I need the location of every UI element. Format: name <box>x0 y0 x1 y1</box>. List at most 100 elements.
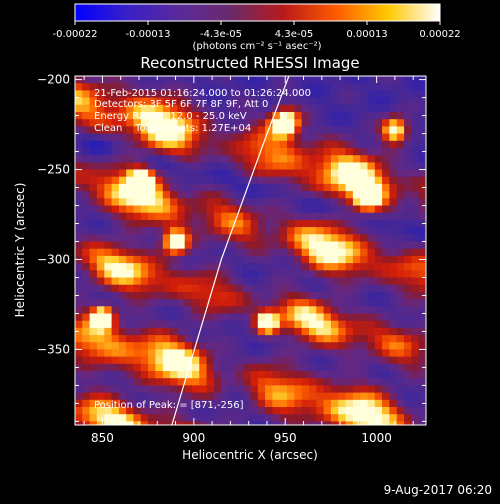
heatmap-cell <box>213 320 222 329</box>
heatmap-cell <box>96 97 105 106</box>
heatmap-cell <box>221 320 230 329</box>
heatmap-cell <box>199 140 208 149</box>
heatmap-cell <box>265 112 273 120</box>
heatmap-cell <box>265 342 273 350</box>
heatmap-cell <box>82 119 91 127</box>
heatmap-cell <box>243 255 252 264</box>
heatmap-cell <box>323 263 332 271</box>
heatmap-cell <box>374 212 383 221</box>
heatmap-cell <box>133 227 142 235</box>
heatmap-cell <box>382 291 390 300</box>
heatmap-cell <box>206 392 215 401</box>
heatmap-cell <box>279 212 288 221</box>
heatmap-cell <box>411 356 420 365</box>
heatmap-cell <box>206 414 215 422</box>
heatmap-cell <box>162 407 171 415</box>
heatmap-cell <box>294 284 303 293</box>
heatmap-cell <box>287 327 295 336</box>
heatmap-cell <box>389 126 398 135</box>
heatmap-cell <box>177 378 186 386</box>
heatmap-cell <box>323 198 332 207</box>
heatmap-cell <box>89 356 98 365</box>
heatmap-cell <box>140 299 149 307</box>
heatmap-cell <box>396 270 405 279</box>
heatmap-cell <box>265 327 273 336</box>
heatmap-cell <box>301 255 310 264</box>
heatmap-cell <box>235 255 244 264</box>
heatmap-cell <box>89 284 98 293</box>
heatmap-cell <box>272 320 281 329</box>
heatmap-cell <box>250 327 259 336</box>
heatmap-cell <box>126 363 135 372</box>
heatmap-cell <box>118 162 127 171</box>
heatmap-cell <box>367 126 376 135</box>
heatmap-cell <box>170 407 178 415</box>
heatmap-cell <box>111 133 120 142</box>
heatmap-cell <box>235 392 244 401</box>
heatmap-cell <box>389 363 398 372</box>
heatmap-cell <box>367 133 376 142</box>
heatmap-cell <box>155 212 164 221</box>
heatmap-cell <box>96 407 105 415</box>
heatmap-cell <box>228 205 237 214</box>
heatmap-cell <box>184 335 193 343</box>
heatmap-cell <box>396 112 405 120</box>
heatmap-cell <box>330 126 339 135</box>
heatmap-cell <box>133 299 142 307</box>
heatmap-cell <box>323 284 332 293</box>
heatmap-cell <box>367 349 376 358</box>
heatmap-cell <box>301 97 310 106</box>
heatmap-cell <box>177 234 186 243</box>
heatmap-cell <box>177 342 186 350</box>
heatmap-cell <box>338 176 347 185</box>
heatmap-cell <box>265 76 273 84</box>
heatmap-cell <box>221 299 230 307</box>
heatmap-cell <box>250 306 259 315</box>
heatmap-cell <box>96 162 105 171</box>
heatmap-cell <box>250 112 259 120</box>
heatmap-cell <box>177 241 186 250</box>
heatmap-cell <box>243 104 252 113</box>
heatmap-cell <box>367 140 376 149</box>
heatmap-cell <box>309 112 317 120</box>
heatmap-cell <box>374 76 383 84</box>
heatmap-cell <box>228 342 237 350</box>
heatmap-cell <box>140 219 149 228</box>
heatmap-cell <box>228 378 237 386</box>
heatmap-cell <box>111 270 120 279</box>
heatmap-cell <box>111 97 120 106</box>
heatmap-cell <box>287 291 295 300</box>
heatmap-cell <box>155 320 164 329</box>
heatmap-cell <box>235 349 244 358</box>
heatmap-cell <box>301 306 310 315</box>
heatmap-cell <box>396 90 405 99</box>
heatmap-cell <box>279 119 288 127</box>
heatmap-cell <box>309 263 317 271</box>
heatmap-cell <box>162 176 171 185</box>
heatmap-cell <box>221 133 230 142</box>
heatmap-cell <box>287 363 295 372</box>
heatmap-cell <box>133 104 142 113</box>
heatmap-cell <box>96 227 105 235</box>
heatmap-cell <box>309 140 317 149</box>
heatmap-cell <box>228 241 237 250</box>
heatmap-cell <box>199 212 208 221</box>
heatmap-cell <box>177 133 186 142</box>
heatmap-cell <box>96 198 105 207</box>
heatmap-cell <box>404 191 412 199</box>
heatmap-cell <box>265 356 273 365</box>
heatmap-cell <box>184 191 193 199</box>
heatmap-cell <box>162 212 171 221</box>
heatmap-cell <box>389 378 398 386</box>
heatmap-cell <box>177 371 186 379</box>
heatmap-cell <box>294 277 303 286</box>
colorbar-tick-label: -0.00022 <box>53 29 98 40</box>
heatmap-cell <box>75 191 83 199</box>
heatmap-cell <box>155 313 164 322</box>
heatmap-cell <box>228 176 237 185</box>
heatmap-cell <box>177 248 186 257</box>
heatmap-cell <box>243 399 252 408</box>
heatmap-cell <box>170 306 178 315</box>
heatmap-cell <box>228 76 237 84</box>
heatmap-cell <box>330 76 339 84</box>
